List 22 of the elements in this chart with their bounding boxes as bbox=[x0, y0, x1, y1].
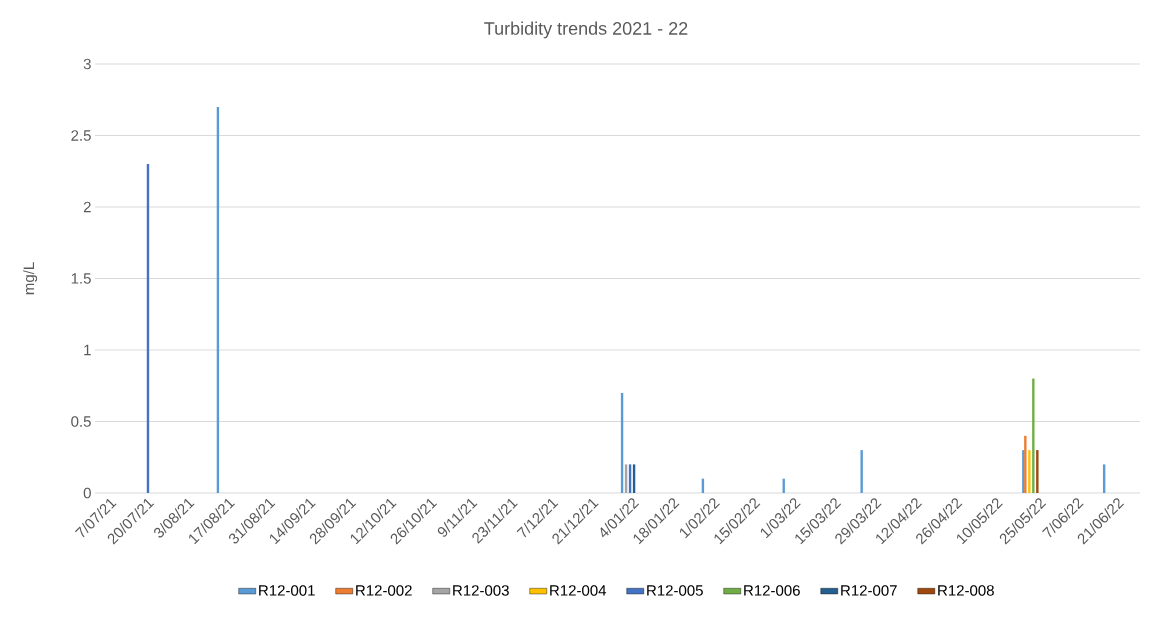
legend-label: R12-008 bbox=[938, 585, 994, 596]
legend-label: R12-004 bbox=[550, 585, 607, 596]
bar bbox=[1032, 378, 1035, 493]
legend-label: R12-001 bbox=[259, 585, 315, 596]
bar bbox=[1028, 450, 1031, 493]
y-tick-label: 0.5 bbox=[71, 416, 91, 427]
legend-label: R12-007 bbox=[841, 585, 897, 596]
y-tick-label: 1 bbox=[84, 344, 91, 356]
bar bbox=[860, 450, 863, 493]
bar bbox=[1036, 450, 1039, 493]
y-tick-label: 0 bbox=[83, 487, 91, 499]
legend-label: R12-003 bbox=[453, 585, 509, 596]
y-tick-label: 3 bbox=[83, 58, 91, 70]
bar bbox=[1024, 435, 1027, 493]
legend-label: R12-002 bbox=[356, 585, 412, 596]
y-axis-title: mg/L bbox=[23, 262, 38, 295]
legend-label: R12-005 bbox=[647, 585, 703, 596]
legend-label: R12-006 bbox=[744, 585, 800, 596]
chart-title: Turbidity trends 2021 - 22 bbox=[484, 21, 688, 39]
y-tick-label: 1.5 bbox=[71, 273, 91, 284]
y-tick-label: 2.5 bbox=[71, 130, 91, 141]
y-tick-label: 2 bbox=[83, 201, 91, 213]
